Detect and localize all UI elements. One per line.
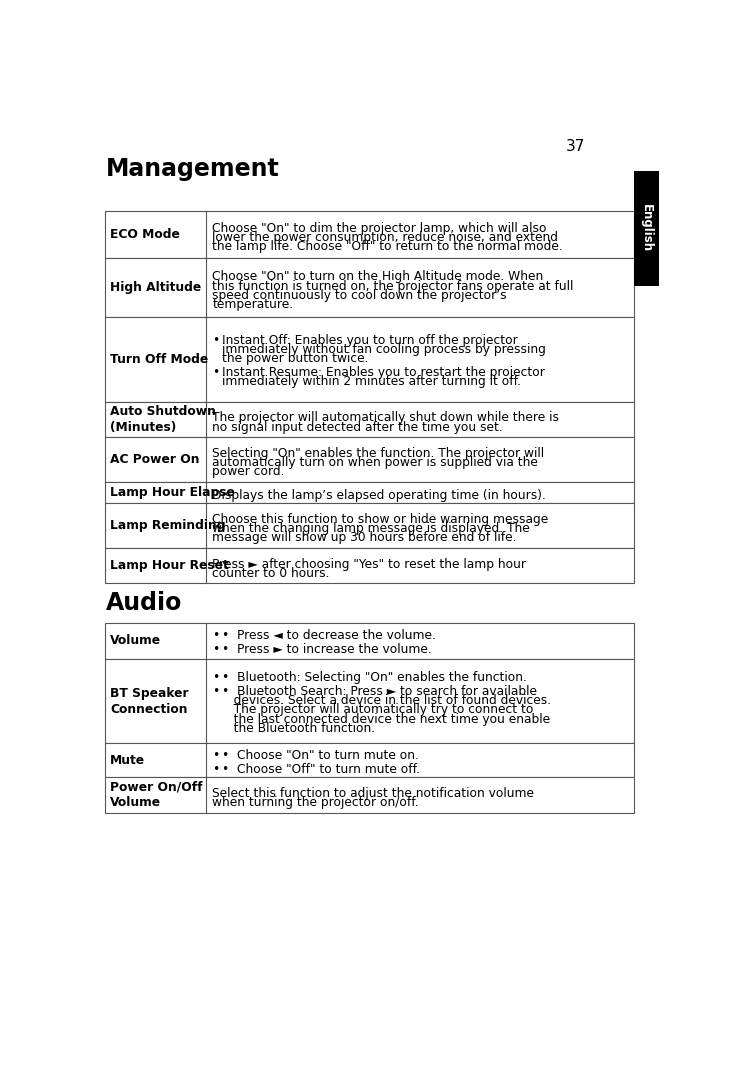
Text: •  Bluetooth Search: Press ► to search for available: • Bluetooth Search: Press ► to search fo…	[222, 685, 537, 697]
Text: Lamp Reminding: Lamp Reminding	[110, 519, 225, 532]
Text: Choose "On" to turn on the High Altitude mode. When: Choose "On" to turn on the High Altitude…	[212, 270, 544, 283]
Bar	[105, 624, 634, 659]
Bar	[105, 437, 634, 482]
Text: •: •	[212, 643, 220, 657]
Text: English: English	[640, 204, 653, 252]
Text: Choose this function to show or hide warning message: Choose this function to show or hide war…	[212, 513, 549, 527]
Text: Turn Off Mode: Turn Off Mode	[110, 352, 209, 365]
Text: counter to 0 hours.: counter to 0 hours.	[212, 567, 330, 580]
Text: Audio: Audio	[105, 591, 182, 615]
Bar	[105, 659, 634, 743]
Text: Instant Resume: Enables you to restart the projector: Instant Resume: Enables you to restart t…	[222, 366, 545, 379]
Text: ECO Mode: ECO Mode	[110, 227, 180, 241]
Text: power cord.: power cord.	[212, 466, 285, 478]
Text: Choose "On" to dim the projector lamp, which will also: Choose "On" to dim the projector lamp, w…	[212, 222, 547, 235]
Text: Select this function to adjust the notification volume: Select this function to adjust the notif…	[212, 787, 534, 800]
Text: Lamp Hour Elapse: Lamp Hour Elapse	[110, 486, 235, 499]
Text: Auto Shutdown
(Minutes): Auto Shutdown (Minutes)	[110, 405, 216, 434]
Text: 37: 37	[566, 139, 586, 154]
Bar	[105, 317, 634, 402]
Text: •: •	[212, 763, 220, 775]
Bar	[105, 210, 634, 258]
Text: Displays the lamp’s elapsed operating time (in hours).: Displays the lamp’s elapsed operating ti…	[212, 489, 546, 502]
Bar	[634, 171, 659, 286]
Text: speed continuously to cool down the projector’s: speed continuously to cool down the proj…	[212, 289, 507, 302]
Text: Instant Off: Enables you to turn off the projector: Instant Off: Enables you to turn off the…	[222, 333, 518, 347]
Text: lower the power consumption, reduce noise, and extend: lower the power consumption, reduce nois…	[212, 231, 559, 245]
Bar	[105, 258, 634, 317]
Text: when turning the projector on/off.: when turning the projector on/off.	[212, 797, 419, 810]
Text: •: •	[212, 749, 220, 761]
Text: when the changing lamp message is displayed. The: when the changing lamp message is displa…	[212, 522, 530, 535]
Text: •  Choose "On" to turn mute on.: • Choose "On" to turn mute on.	[222, 749, 419, 761]
Bar	[105, 482, 634, 503]
Text: immediately without fan cooling process by pressing: immediately without fan cooling process …	[222, 343, 545, 356]
Bar	[105, 402, 634, 437]
Text: the lamp life. Choose "Off" to return to the normal mode.: the lamp life. Choose "Off" to return to…	[212, 240, 563, 253]
Text: Power On/Off
Volume: Power On/Off Volume	[110, 781, 203, 810]
Text: •  Choose "Off" to turn mute off.: • Choose "Off" to turn mute off.	[222, 763, 419, 775]
Text: the last connected device the next time you enable: the last connected device the next time …	[222, 712, 550, 725]
Text: •  Bluetooth: Selecting "On" enables the function.: • Bluetooth: Selecting "On" enables the …	[222, 671, 526, 684]
Text: •: •	[212, 685, 220, 697]
Text: •: •	[212, 333, 220, 347]
Bar	[105, 548, 634, 583]
Text: temperature.: temperature.	[212, 298, 294, 311]
Bar	[105, 778, 634, 813]
Text: Volume: Volume	[110, 634, 161, 647]
Text: BT Speaker
Connection: BT Speaker Connection	[110, 687, 189, 716]
Text: this function is turned on, the projector fans operate at full: this function is turned on, the projecto…	[212, 280, 574, 293]
Text: Mute: Mute	[110, 754, 145, 767]
Text: the power button twice.: the power button twice.	[222, 352, 368, 365]
Text: •: •	[212, 366, 220, 379]
Bar	[105, 743, 634, 778]
Text: immediately within 2 minutes after turning it off.: immediately within 2 minutes after turni…	[222, 375, 520, 389]
Text: AC Power On: AC Power On	[110, 453, 200, 466]
Text: Selecting "On" enables the function. The projector will: Selecting "On" enables the function. The…	[212, 446, 545, 460]
Text: •  Press ► to increase the volume.: • Press ► to increase the volume.	[222, 643, 431, 657]
Text: High Altitude: High Altitude	[110, 281, 201, 294]
Text: •: •	[212, 671, 220, 684]
Text: Press ► after choosing "Yes" to reset the lamp hour: Press ► after choosing "Yes" to reset th…	[212, 557, 526, 570]
Text: no signal input detected after the time you set.: no signal input detected after the time …	[212, 421, 503, 434]
Text: •  Press ◄ to decrease the volume.: • Press ◄ to decrease the volume.	[222, 629, 436, 643]
Text: the Bluetooth function.: the Bluetooth function.	[222, 722, 375, 735]
Text: The projector will automatically shut down while there is: The projector will automatically shut do…	[212, 411, 559, 424]
Bar	[105, 503, 634, 548]
Text: automatically turn on when power is supplied via the: automatically turn on when power is supp…	[212, 456, 538, 469]
Text: message will show up 30 hours before end of life.: message will show up 30 hours before end…	[212, 532, 517, 545]
Text: The projector will automatically try to connect to: The projector will automatically try to …	[222, 704, 533, 717]
Text: Lamp Hour Reset: Lamp Hour Reset	[110, 559, 229, 572]
Text: •: •	[212, 629, 220, 643]
Text: Management: Management	[105, 157, 279, 182]
Text: devices. Select a device in the list of found devices.: devices. Select a device in the list of …	[222, 694, 550, 707]
